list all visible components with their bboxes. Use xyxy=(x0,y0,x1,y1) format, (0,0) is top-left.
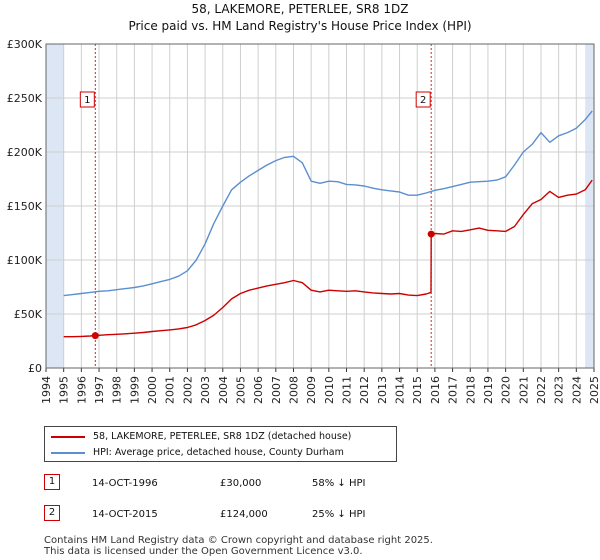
x-tick-label: 2022 xyxy=(535,376,548,404)
x-tick-label: 2023 xyxy=(553,376,566,404)
footer-licence: This data is licensed under the Open Gov… xyxy=(44,546,363,557)
transaction-price: £124,000 xyxy=(220,509,268,520)
x-tick-label: 2010 xyxy=(323,376,336,404)
x-tick-label: 2021 xyxy=(517,376,530,404)
marker-badge-label: 1 xyxy=(84,95,90,106)
sale-point xyxy=(427,230,435,238)
x-tick-label: 2000 xyxy=(146,376,159,404)
transaction-date: 14-OCT-2015 xyxy=(92,509,158,520)
y-tick-label: £150K xyxy=(7,200,43,213)
legend-swatch-hpi xyxy=(51,451,85,454)
x-tick-label: 2013 xyxy=(376,376,389,404)
legend-item-hpi: HPI: Average price, detached house, Coun… xyxy=(51,445,344,461)
price-paid-line xyxy=(63,179,593,338)
hpi-line xyxy=(63,110,593,297)
x-tick-label: 1998 xyxy=(111,376,124,404)
y-tick-label: £200K xyxy=(7,146,43,159)
x-tick-label: 2025 xyxy=(588,376,600,404)
x-tick-label: 2004 xyxy=(217,376,230,404)
x-tick-label: 2017 xyxy=(447,376,460,404)
chart-subtitle: Price paid vs. HM Land Registry's House … xyxy=(128,19,471,33)
x-tick-label: 2016 xyxy=(429,376,442,404)
x-tick-label: 1996 xyxy=(75,376,88,404)
footer-copyright: Contains HM Land Registry data © Crown c… xyxy=(44,535,433,546)
x-tick-label: 1999 xyxy=(128,376,141,404)
axis-layer: 1994 1995 1996 1997 1998 1999 2000 2001 2002 2003… xyxy=(7,38,600,404)
x-tick-label: 2008 xyxy=(287,376,300,404)
x-tick-label: 2011 xyxy=(341,376,354,404)
x-tick-label: 2020 xyxy=(500,376,513,404)
legend-label-price: 58, LAKEMORE, PETERLEE, SR8 1DZ (detache… xyxy=(93,431,352,442)
marker-vline-layer xyxy=(94,44,432,368)
y-tick-label: £100K xyxy=(7,254,43,267)
y-tick-label: £250K xyxy=(7,92,43,105)
grid-layer xyxy=(45,43,595,369)
y-tick-label: £50K xyxy=(14,308,43,321)
sale-point xyxy=(91,332,99,340)
y-tick-label: £300K xyxy=(7,38,43,51)
x-tick-label: 2012 xyxy=(358,376,371,404)
marker-badge xyxy=(415,91,431,108)
x-tick-label: 2001 xyxy=(164,376,177,404)
series-layer xyxy=(63,110,593,338)
y-tick-label: £0 xyxy=(28,362,42,375)
transaction-price: £30,000 xyxy=(220,478,262,489)
marker-badge-label: 2 xyxy=(420,95,426,106)
transaction-badge: 1 xyxy=(44,474,60,490)
x-tick-label: 2018 xyxy=(464,376,477,404)
x-tick-label: 1995 xyxy=(58,376,71,404)
transaction-hpi: 58% ↓ HPI xyxy=(312,478,366,489)
legend: 58, LAKEMORE, PETERLEE, SR8 1DZ (detache… xyxy=(44,426,397,462)
legend-item-price: 58, LAKEMORE, PETERLEE, SR8 1DZ (detache… xyxy=(51,429,351,445)
x-tick-label: 2009 xyxy=(305,376,318,404)
x-tick-label: 1997 xyxy=(93,376,106,404)
transaction-badge: 2 xyxy=(44,505,60,521)
legend-label-hpi: HPI: Average price, detached house, Coun… xyxy=(93,447,344,458)
x-tick-label: 2007 xyxy=(270,376,283,404)
x-tick-label: 2002 xyxy=(181,376,194,404)
chart-title: 58, LAKEMORE, PETERLEE, SR8 1DZ xyxy=(192,2,409,16)
marker-badge xyxy=(79,91,95,108)
transaction-hpi: 25% ↓ HPI xyxy=(312,509,366,520)
x-tick-label: 2006 xyxy=(252,376,265,404)
x-tick-label: 2015 xyxy=(411,376,424,404)
x-tick-label: 2014 xyxy=(394,376,407,404)
plot-frame xyxy=(45,43,595,369)
x-tick-label: 1994 xyxy=(40,376,53,404)
price-chart: 58, LAKEMORE, PETERLEE, SR8 1DZ Price pa… xyxy=(7,2,600,404)
transaction-date: 14-OCT-1996 xyxy=(92,478,158,489)
legend-swatch-price xyxy=(51,435,85,438)
x-tick-label: 2019 xyxy=(482,376,495,404)
x-tick-label: 2005 xyxy=(234,376,247,404)
x-tick-label: 2003 xyxy=(199,376,212,404)
x-tick-label: 2024 xyxy=(570,376,583,404)
